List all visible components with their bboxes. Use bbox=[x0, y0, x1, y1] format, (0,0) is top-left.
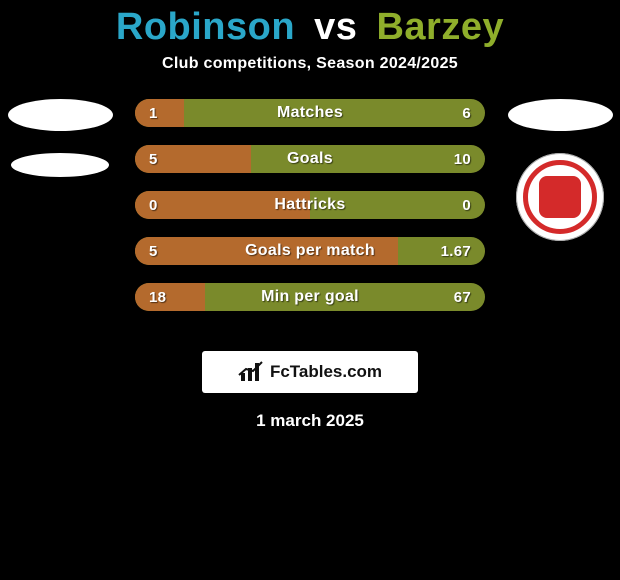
date-label: 1 march 2025 bbox=[0, 411, 620, 431]
stat-bar-fill bbox=[135, 99, 184, 127]
team-left-logo-placeholder-2 bbox=[11, 153, 109, 177]
team-right-column bbox=[500, 99, 620, 241]
stat-label: Min per goal bbox=[261, 288, 359, 306]
comparison-card: Robinson vs Barzey Club competitions, Se… bbox=[0, 6, 620, 580]
page-title: Robinson vs Barzey bbox=[0, 6, 620, 49]
branding-text: FcTables.com bbox=[270, 362, 382, 382]
team-left-column bbox=[0, 99, 120, 199]
stat-right-value: 67 bbox=[454, 289, 471, 306]
stat-right-value: 10 bbox=[454, 151, 471, 168]
team-left-logo-placeholder-1 bbox=[8, 99, 113, 131]
stat-bar: 1 Matches 6 bbox=[135, 99, 485, 127]
stat-bar: 5 Goals per match 1.67 bbox=[135, 237, 485, 265]
branding-badge[interactable]: FcTables.com bbox=[202, 351, 418, 393]
stat-left-value: 1 bbox=[149, 105, 158, 122]
stat-left-value: 0 bbox=[149, 197, 158, 214]
content-row: 1 Matches 6 5 Goals 10 0 Hattricks 0 5 G… bbox=[0, 99, 620, 329]
crest-inner-icon bbox=[539, 176, 581, 218]
stat-bar: 18 Min per goal 67 bbox=[135, 283, 485, 311]
player1-name: Robinson bbox=[116, 6, 295, 48]
team-right-crest bbox=[516, 153, 604, 241]
stat-bar-fill bbox=[135, 283, 205, 311]
stat-right-value: 6 bbox=[462, 105, 471, 122]
stat-bars: 1 Matches 6 5 Goals 10 0 Hattricks 0 5 G… bbox=[135, 99, 485, 311]
subtitle: Club competitions, Season 2024/2025 bbox=[0, 55, 620, 73]
stat-bar: 0 Hattricks 0 bbox=[135, 191, 485, 219]
stat-label: Goals bbox=[287, 150, 333, 168]
player2-name: Barzey bbox=[376, 6, 504, 48]
bar-chart-icon bbox=[238, 361, 264, 383]
stat-label: Goals per match bbox=[245, 242, 375, 260]
stat-bar: 5 Goals 10 bbox=[135, 145, 485, 173]
stat-left-value: 5 bbox=[149, 151, 158, 168]
vs-label: vs bbox=[314, 6, 357, 48]
stat-label: Matches bbox=[277, 104, 343, 122]
stat-left-value: 18 bbox=[149, 289, 166, 306]
stat-left-value: 5 bbox=[149, 243, 158, 260]
stat-label: Hattricks bbox=[274, 196, 345, 214]
stat-right-value: 0 bbox=[462, 197, 471, 214]
stat-right-value: 1.67 bbox=[441, 243, 471, 260]
team-right-logo-placeholder bbox=[508, 99, 613, 131]
